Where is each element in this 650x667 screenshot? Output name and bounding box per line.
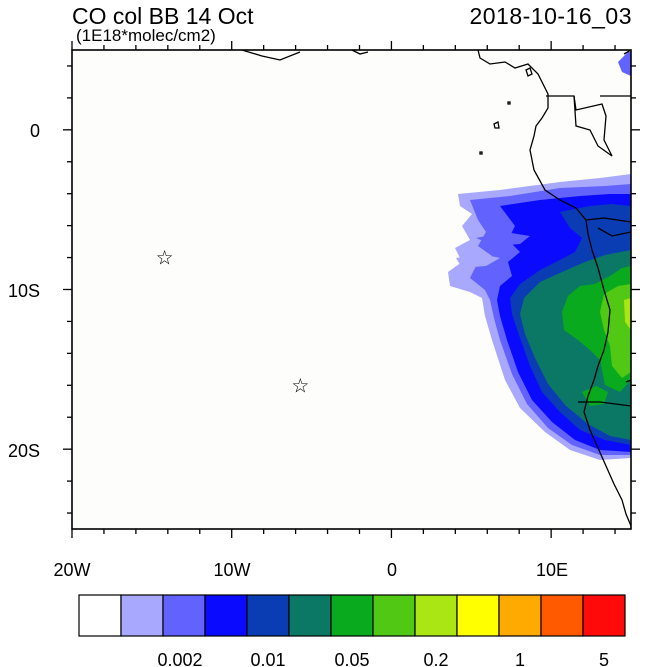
- x-tick-label-2: 0: [387, 560, 397, 580]
- plume-band-green-2: [582, 386, 608, 406]
- x-tick-label-1: 10W: [213, 560, 250, 580]
- colorbar-label: 5: [599, 650, 609, 667]
- border-line-4: [585, 217, 631, 223]
- plume-wisp-1: [476, 232, 530, 246]
- star-marker-icon: ☆: [291, 373, 309, 397]
- colorbar-swatch: [498, 594, 542, 637]
- colorbar-swatch: [582, 594, 626, 637]
- colorbar-swatch: [288, 594, 332, 637]
- map-title: CO col BB 14 Oct: [72, 3, 254, 29]
- coast-north-sliver: [241, 50, 301, 61]
- plume-wisp-2: [456, 254, 500, 268]
- colorbar-swatch: [78, 594, 122, 637]
- border-line-7: [625, 379, 631, 383]
- valid-time-label: 2018-10-16_03: [469, 3, 632, 29]
- plume-north-patch: [618, 52, 631, 76]
- colorbar-label: 0.2: [423, 650, 448, 667]
- units-label: (1E18*molec/cm2): [76, 26, 216, 45]
- colorbar-swatch: [540, 594, 584, 637]
- colorbar-swatch: [204, 594, 248, 637]
- border-line-2: [573, 95, 613, 157]
- border-line-6: [578, 401, 631, 407]
- africa-coastline: [477, 50, 631, 527]
- coastlines: [241, 50, 631, 527]
- star-marker-icon: ☆: [156, 246, 174, 270]
- site-markers: ☆☆: [156, 246, 310, 398]
- colorbar-label: 1: [515, 650, 525, 667]
- colorbar-swatch: [456, 594, 500, 637]
- y-tick-label-0: 0: [30, 121, 40, 141]
- y-tick-label-2: 20S: [8, 441, 40, 461]
- x-tick-label-3: 10E: [536, 560, 568, 580]
- plume-band-lightgreen: [600, 284, 631, 378]
- island-2: [493, 121, 500, 129]
- colorbar-label: 0.05: [334, 650, 369, 667]
- colorbar-swatch: [330, 594, 374, 637]
- y-tick-label-1: 10S: [8, 281, 40, 301]
- x-tick-label-0: 20W: [53, 560, 90, 580]
- colorbar-swatch: [414, 594, 458, 637]
- plume-band-yellowgreen: [624, 298, 631, 330]
- axis-ticks: [63, 41, 640, 538]
- island-4: [479, 151, 483, 155]
- colorbar-swatch: [372, 594, 416, 637]
- island-1: [525, 67, 533, 77]
- colorbar-label: 0.002: [157, 650, 202, 667]
- coast-north-sliver-2: [351, 50, 369, 55]
- island-3: [507, 101, 511, 105]
- colorbar-swatch: [246, 594, 290, 637]
- colorbar-swatch: [120, 594, 164, 637]
- border-line-5: [597, 227, 631, 237]
- colorbar: 0.002 0.01 0.05 0.2 1 5: [78, 594, 626, 667]
- colorbar-label: 0.01: [250, 650, 285, 667]
- colorbar-swatch: [162, 594, 206, 637]
